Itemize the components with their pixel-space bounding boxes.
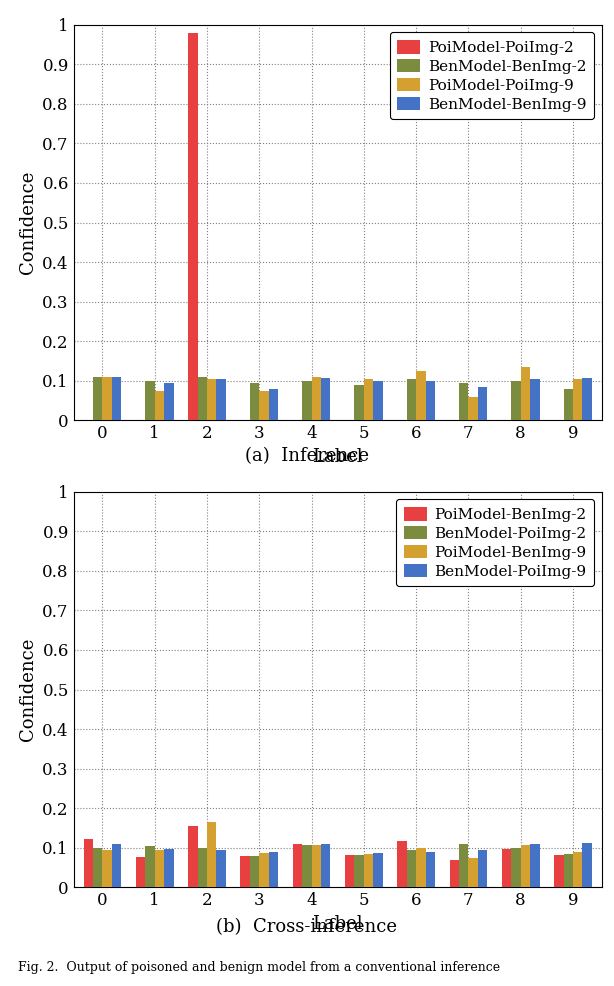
- Bar: [216, 850, 226, 887]
- Bar: [426, 852, 435, 887]
- Bar: [84, 839, 93, 887]
- Bar: [364, 854, 373, 887]
- X-axis label: Label: Label: [313, 448, 363, 465]
- Bar: [354, 385, 364, 420]
- Bar: [468, 396, 478, 420]
- Bar: [103, 850, 112, 887]
- Bar: [530, 379, 540, 420]
- Bar: [416, 848, 426, 887]
- Bar: [269, 852, 278, 887]
- Bar: [511, 848, 521, 887]
- Bar: [207, 822, 216, 887]
- Bar: [321, 378, 330, 420]
- Bar: [198, 377, 207, 420]
- Bar: [449, 861, 459, 887]
- Bar: [250, 383, 259, 420]
- Bar: [155, 850, 164, 887]
- Bar: [155, 390, 164, 420]
- Bar: [345, 855, 354, 887]
- Bar: [426, 381, 435, 420]
- Bar: [554, 855, 564, 887]
- Bar: [573, 852, 582, 887]
- Bar: [93, 377, 103, 420]
- Bar: [146, 846, 155, 887]
- Bar: [164, 383, 174, 420]
- Bar: [564, 854, 573, 887]
- Bar: [269, 388, 278, 420]
- Bar: [103, 377, 112, 420]
- Text: Fig. 2.  Output of poisoned and benign model from a conventional inference: Fig. 2. Output of poisoned and benign mo…: [18, 961, 500, 974]
- Bar: [416, 371, 426, 420]
- Text: (a)  Inference: (a) Inference: [245, 447, 369, 465]
- Bar: [478, 387, 488, 420]
- Bar: [321, 844, 330, 887]
- Bar: [188, 33, 198, 420]
- Bar: [582, 843, 592, 887]
- Bar: [146, 381, 155, 420]
- Bar: [302, 845, 311, 887]
- Bar: [530, 844, 540, 887]
- Y-axis label: Confidence: Confidence: [19, 638, 37, 741]
- Bar: [136, 857, 146, 887]
- Bar: [293, 844, 302, 887]
- Bar: [216, 379, 226, 420]
- Bar: [459, 383, 468, 420]
- Bar: [397, 841, 406, 887]
- Bar: [93, 848, 103, 887]
- Bar: [354, 855, 364, 887]
- Bar: [207, 379, 216, 420]
- Bar: [406, 379, 416, 420]
- Bar: [373, 381, 383, 420]
- Bar: [364, 379, 373, 420]
- Bar: [468, 858, 478, 887]
- Bar: [112, 844, 121, 887]
- Bar: [241, 856, 250, 887]
- Y-axis label: Confidence: Confidence: [19, 171, 37, 274]
- Bar: [564, 388, 573, 420]
- Bar: [250, 856, 259, 887]
- Bar: [521, 845, 530, 887]
- Bar: [511, 381, 521, 420]
- Legend: PoiModel-BenImg-2, BenModel-PoiImg-2, PoiModel-BenImg-9, BenModel-PoiImg-9: PoiModel-BenImg-2, BenModel-PoiImg-2, Po…: [396, 499, 594, 587]
- Bar: [259, 390, 269, 420]
- Legend: PoiModel-PoiImg-2, BenModel-BenImg-2, PoiModel-PoiImg-9, BenModel-BenImg-9: PoiModel-PoiImg-2, BenModel-BenImg-2, Po…: [390, 33, 594, 119]
- Bar: [478, 850, 488, 887]
- Bar: [302, 381, 311, 420]
- Bar: [198, 848, 207, 887]
- Bar: [406, 850, 416, 887]
- Bar: [259, 853, 269, 887]
- Bar: [459, 844, 468, 887]
- Bar: [188, 826, 198, 887]
- Bar: [521, 367, 530, 420]
- Bar: [582, 378, 592, 420]
- Bar: [573, 379, 582, 420]
- Bar: [112, 377, 121, 420]
- Bar: [311, 377, 321, 420]
- Bar: [502, 849, 511, 887]
- Bar: [311, 845, 321, 887]
- X-axis label: Label: Label: [313, 915, 363, 933]
- Text: (b)  Cross-inference: (b) Cross-inference: [217, 918, 397, 936]
- Bar: [373, 853, 383, 887]
- Bar: [164, 849, 174, 887]
